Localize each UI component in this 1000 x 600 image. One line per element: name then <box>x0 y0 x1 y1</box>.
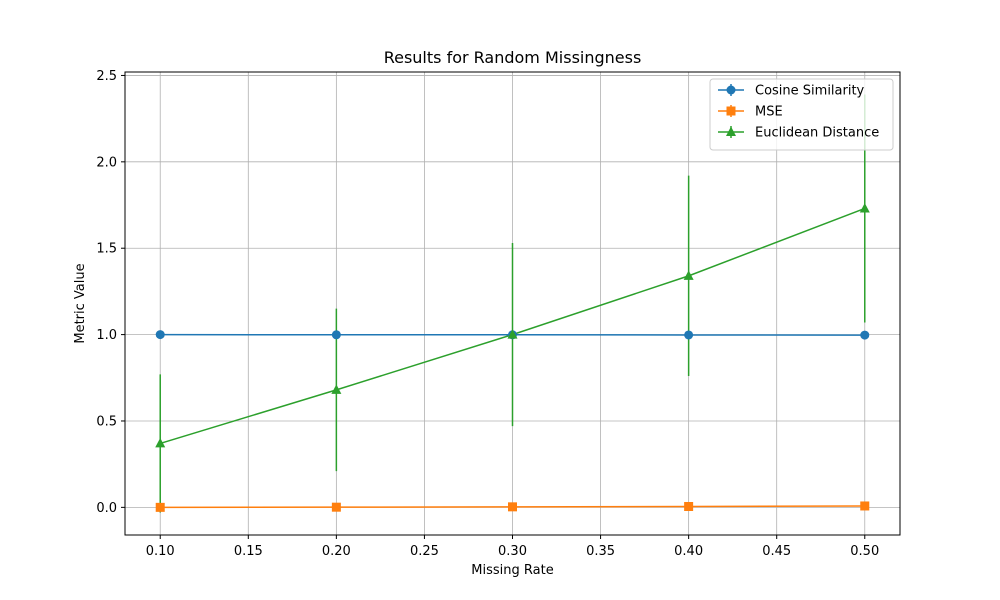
y-tick-label: 0.0 <box>96 501 117 516</box>
legend-marker-mse <box>726 106 736 116</box>
legend-marker-cosine-similarity <box>726 85 736 95</box>
euclidean-distance-point <box>331 384 342 394</box>
x-tick-label: 0.25 <box>410 544 439 559</box>
legend-label-cosine-similarity: Cosine Similarity <box>755 84 865 99</box>
y-tick-label: 0.5 <box>96 414 117 429</box>
mse-point <box>331 502 341 512</box>
x-tick-label: 0.40 <box>674 544 703 559</box>
legend-label-mse: MSE <box>755 105 783 120</box>
ticks: 0.10 0.15 0.20 0.25 0.30 0.35 0.40 0.45 0.50 0.0 0… <box>96 69 879 559</box>
x-tick-label: 0.10 <box>146 544 175 559</box>
cosine-similarity-point <box>684 330 694 340</box>
x-tick-label: 0.45 <box>762 544 791 559</box>
x-tick-label: 0.15 <box>234 544 263 559</box>
euclidean-distance-point <box>507 329 518 339</box>
euclidean-distance-point <box>155 437 166 448</box>
x-axis-label: Missing Rate <box>471 563 553 578</box>
x-tick-label: 0.50 <box>850 544 879 559</box>
legend: Cosine Similarity MSE Euclidean Distance <box>709 78 894 151</box>
mse-point <box>155 502 165 512</box>
cosine-similarity-point <box>860 330 870 340</box>
mse-point <box>860 501 870 511</box>
legend-marker-euclidean-distance <box>726 126 736 136</box>
x-tick-label: 0.20 <box>322 544 351 559</box>
x-tick-label: 0.30 <box>498 544 527 559</box>
y-tick-label: 2.5 <box>96 69 117 84</box>
y-tick-label: 2.0 <box>96 155 117 170</box>
legend-label-euclidean-distance: Euclidean Distance <box>755 126 879 141</box>
chart-title: Results for Random Missingness <box>384 48 642 67</box>
cosine-similarity-point <box>331 330 341 340</box>
cosine-similarity-point <box>155 330 165 340</box>
y-tick-label: 1.5 <box>96 242 117 257</box>
euclidean-distance-point <box>683 270 694 280</box>
mse-point <box>508 502 517 512</box>
series-markers <box>155 202 870 512</box>
y-tick-label: 1.0 <box>96 328 117 343</box>
legend-box <box>709 78 894 151</box>
x-tick-label: 0.35 <box>586 544 615 559</box>
euclidean-distance-point <box>859 202 870 213</box>
y-axis-label: Metric Value <box>73 263 88 343</box>
mse-point <box>684 501 694 511</box>
